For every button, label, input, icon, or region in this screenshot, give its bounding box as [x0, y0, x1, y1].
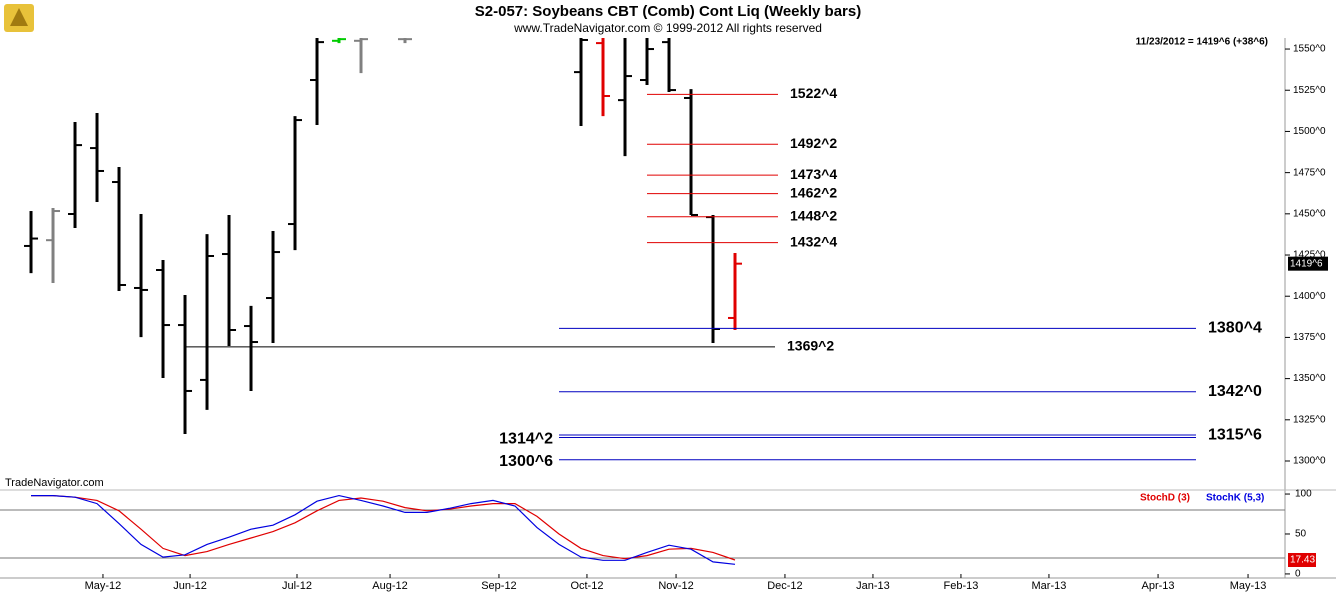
- price-bar: [156, 259, 171, 378]
- price-bar: [222, 214, 237, 346]
- level-label: 1473^4: [790, 166, 837, 182]
- y-tick-label: 1550^0: [1293, 44, 1326, 55]
- price-bar: [24, 211, 39, 274]
- price-bar: [112, 167, 127, 291]
- level-label: 1448^2: [790, 207, 837, 223]
- x-tick-label: May-13: [1230, 580, 1267, 592]
- price-bar: [618, 38, 633, 157]
- y-tick-label: 1450^0: [1293, 208, 1326, 219]
- y-tick-label: 1425^0: [1293, 250, 1326, 261]
- level-label: 1432^4: [790, 233, 837, 249]
- legend-entry: StochD (3): [1140, 493, 1190, 504]
- price-bar: [200, 234, 215, 410]
- level-label: 1522^4: [790, 85, 837, 101]
- price-bar: [662, 38, 677, 93]
- last-price-label: 1419^6: [1290, 258, 1323, 269]
- level-label: 1300^6: [499, 453, 553, 470]
- price-bar: [574, 38, 589, 126]
- x-tick-label: Jul-12: [282, 580, 312, 592]
- price-bar: [266, 230, 281, 344]
- level-label: 1462^2: [790, 184, 837, 200]
- x-tick-label: Jan-13: [856, 580, 890, 592]
- x-tick-label: Feb-13: [944, 580, 979, 592]
- price-bar: [244, 305, 259, 391]
- x-tick-label: Aug-12: [372, 580, 407, 592]
- price-bar: [178, 295, 193, 434]
- last-price-note: 11/23/2012 = 1419^6 (+38^6): [1136, 37, 1268, 48]
- x-tick-label: Nov-12: [658, 580, 693, 592]
- source: TradeNavigator.com: [5, 477, 104, 489]
- price-bar: [332, 38, 347, 44]
- legend-entry: StochK (5,3): [1206, 493, 1264, 504]
- price-bar: [640, 38, 655, 85]
- y-tick-label: 1525^0: [1293, 85, 1326, 96]
- subtitle: www.TradeNavigator.com © 1999-2012 All r…: [513, 21, 822, 35]
- x-tick-label: Sep-12: [481, 580, 516, 592]
- price-bar: [90, 112, 105, 202]
- price-bar: [310, 38, 325, 126]
- last-price-box: [1288, 256, 1328, 271]
- level-label: 1380^4: [1208, 320, 1262, 337]
- y-tick-label: 1400^0: [1293, 291, 1326, 302]
- level-label: 1314^2: [499, 431, 553, 448]
- y-tick-label: 50: [1295, 529, 1307, 540]
- level-label: 1492^2: [790, 135, 837, 151]
- y-tick-label: 0: [1295, 569, 1301, 580]
- x-tick-label: Apr-13: [1142, 580, 1175, 592]
- y-tick-label: 100: [1295, 489, 1312, 500]
- y-tick-label: 1375^0: [1293, 332, 1326, 343]
- y-tick-label: 1325^0: [1293, 414, 1326, 425]
- chart-title: S2-057: Soybeans CBT (Comb) Cont Liq (We…: [475, 3, 861, 20]
- x-tick-label: May-12: [85, 580, 122, 592]
- x-tick-label: Oct-12: [570, 580, 603, 592]
- x-tick-label: Jun-12: [173, 580, 207, 592]
- price-bar: [288, 116, 303, 251]
- y-tick-label: 1475^0: [1293, 167, 1326, 178]
- x-tick-label: Dec-12: [767, 580, 802, 592]
- y-tick-label: 1300^0: [1293, 456, 1326, 467]
- level-label: 1369^2: [787, 338, 834, 354]
- price-bar: [596, 38, 611, 117]
- price-bar: [68, 122, 83, 228]
- price-panel: [24, 38, 743, 434]
- price-bar: [134, 213, 149, 338]
- price-bar: [728, 253, 743, 330]
- price-bar: [398, 38, 413, 44]
- stoch-line: [31, 495, 736, 561]
- y-tick-label: 1350^0: [1293, 373, 1326, 384]
- value-label: 17.43: [1290, 555, 1315, 566]
- stochastic-panel: [0, 494, 1285, 565]
- logo: [4, 4, 34, 32]
- level-label: 1342^0: [1208, 383, 1262, 400]
- x-tick-label: Mar-13: [1032, 580, 1067, 592]
- price-bar: [354, 38, 369, 74]
- y-tick-label: 1500^0: [1293, 126, 1326, 137]
- price-bar: [46, 208, 61, 284]
- level-label: 1315^6: [1208, 426, 1262, 443]
- stoch-line: [31, 494, 736, 565]
- value-label-box: [1288, 553, 1316, 568]
